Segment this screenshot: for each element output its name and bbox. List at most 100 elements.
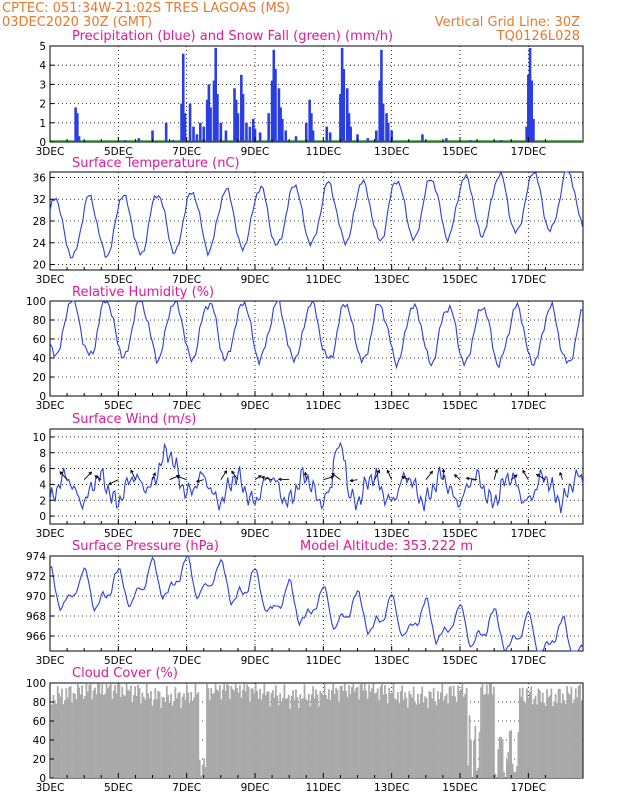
cloud-bar [526, 688, 528, 778]
cloud-bar [507, 752, 510, 778]
precip-bar [219, 122, 223, 142]
cloud-bar [233, 690, 236, 778]
cloud-bar [557, 688, 560, 778]
cloud-bar [556, 702, 558, 778]
precip-bar [356, 134, 359, 142]
cloud-bar [74, 693, 76, 778]
cloud-bar [518, 688, 521, 778]
cloud-bar [167, 695, 170, 778]
cloud-bar [322, 694, 325, 778]
x-tick-label: 11DEC [306, 528, 341, 540]
cloud-bar [343, 683, 346, 778]
cloud-bar [108, 685, 111, 778]
wind-arrow-head [441, 468, 446, 473]
wind-arrow-head [349, 478, 354, 483]
wind-arrow [254, 475, 262, 481]
model-altitude: Model Altitude: 353.222 m [300, 539, 473, 554]
cloud-bar [551, 706, 554, 778]
pressure-title: Surface Pressure (hPa) [72, 539, 219, 554]
header: CPTEC: 051:34W-21:02S TRES LAGOAS (MS) 0… [2, 1, 580, 44]
cloud-bar [82, 698, 85, 778]
precip-bar [310, 113, 313, 142]
cloud-bar [227, 685, 230, 778]
cloud-bar [340, 685, 343, 778]
cloud-bar [98, 683, 101, 778]
cloud-bar [161, 696, 164, 778]
precip-bar [199, 122, 202, 142]
cloud-bar [368, 684, 370, 778]
cloud-bar [335, 687, 337, 778]
wind-arrow [386, 470, 393, 480]
cloud-bar [264, 695, 267, 778]
pressure-frame [49, 555, 584, 652]
cloud-bar [148, 698, 151, 778]
cloud-bar [514, 772, 517, 778]
cloud-bar [451, 695, 454, 778]
header-vertical-grid: Vertical Grid Line: 30Z [435, 15, 580, 30]
cloud-bar [454, 696, 457, 778]
y-tick-label: 0 [39, 137, 46, 149]
precip-bar [192, 126, 195, 142]
cloud-bar [500, 736, 502, 778]
cloud-bar [462, 696, 465, 778]
wind-arrow-head [513, 474, 518, 478]
cloud-bar [573, 699, 576, 778]
cloud-bar [550, 688, 553, 778]
y-tick-label: 32 [33, 194, 46, 206]
wind-arrow [442, 469, 445, 480]
cloud-bar [448, 687, 451, 778]
cloud-bar [125, 683, 128, 778]
cloud-bar [210, 688, 213, 778]
cloud-bar [194, 683, 197, 778]
cloud-bar [155, 698, 158, 778]
x-tick-label: 17DEC [511, 274, 546, 286]
wind-arrow [454, 474, 461, 480]
x-tick-label: 17DEC [511, 400, 546, 412]
cloud-bar [516, 766, 518, 778]
cloud-bar [254, 683, 257, 778]
y-tick-label: 0 [39, 391, 46, 403]
cloud-bar [170, 693, 172, 778]
cloud-bar [437, 691, 439, 778]
cloud-bar [213, 692, 215, 778]
cloud-bar [378, 700, 381, 778]
x-tick-label: 9DEC [241, 528, 270, 540]
cloud-bar [319, 690, 322, 778]
cloud-bar [193, 697, 195, 778]
cloud-bar [488, 683, 491, 778]
cloud-bar [187, 692, 190, 778]
cloud-bar [260, 699, 263, 778]
temperature-title: Surface Temperature (nC) [72, 156, 240, 171]
cloud-bar [89, 683, 92, 778]
cloud-bar [381, 683, 383, 778]
cloud-bar [135, 696, 138, 778]
cloud-bar [366, 698, 369, 778]
precip-bar [328, 132, 332, 142]
precip-frame [49, 45, 584, 143]
y-tick-label: 10 [33, 432, 46, 444]
cloud-bar [501, 739, 504, 778]
cloud-bar [171, 705, 174, 778]
precip-bar [468, 140, 472, 142]
x-tick-label: 13DEC [374, 655, 409, 667]
cloud-bar [201, 764, 204, 778]
y-tick-label: 974 [26, 551, 46, 563]
x-tick-label: 3DEC [36, 274, 65, 286]
wind-arrow [59, 471, 68, 480]
cloud-bar [315, 689, 317, 778]
wind-arrow-head [535, 473, 540, 478]
cloud-bar [241, 689, 244, 778]
cloud-bar [257, 698, 260, 778]
x-tick-label: 7DEC [172, 528, 201, 540]
cloud-bar [165, 685, 168, 778]
precip-bar [386, 122, 390, 142]
cloud-bar [280, 701, 283, 778]
cloud-bar [388, 687, 391, 778]
cloud-bar [376, 688, 379, 778]
y-tick-label: 966 [26, 631, 46, 643]
wind-arrow [331, 473, 341, 481]
cloud-bar [412, 686, 415, 778]
x-tick-label: 17DEC [511, 146, 546, 158]
cloud-bar [447, 703, 449, 778]
